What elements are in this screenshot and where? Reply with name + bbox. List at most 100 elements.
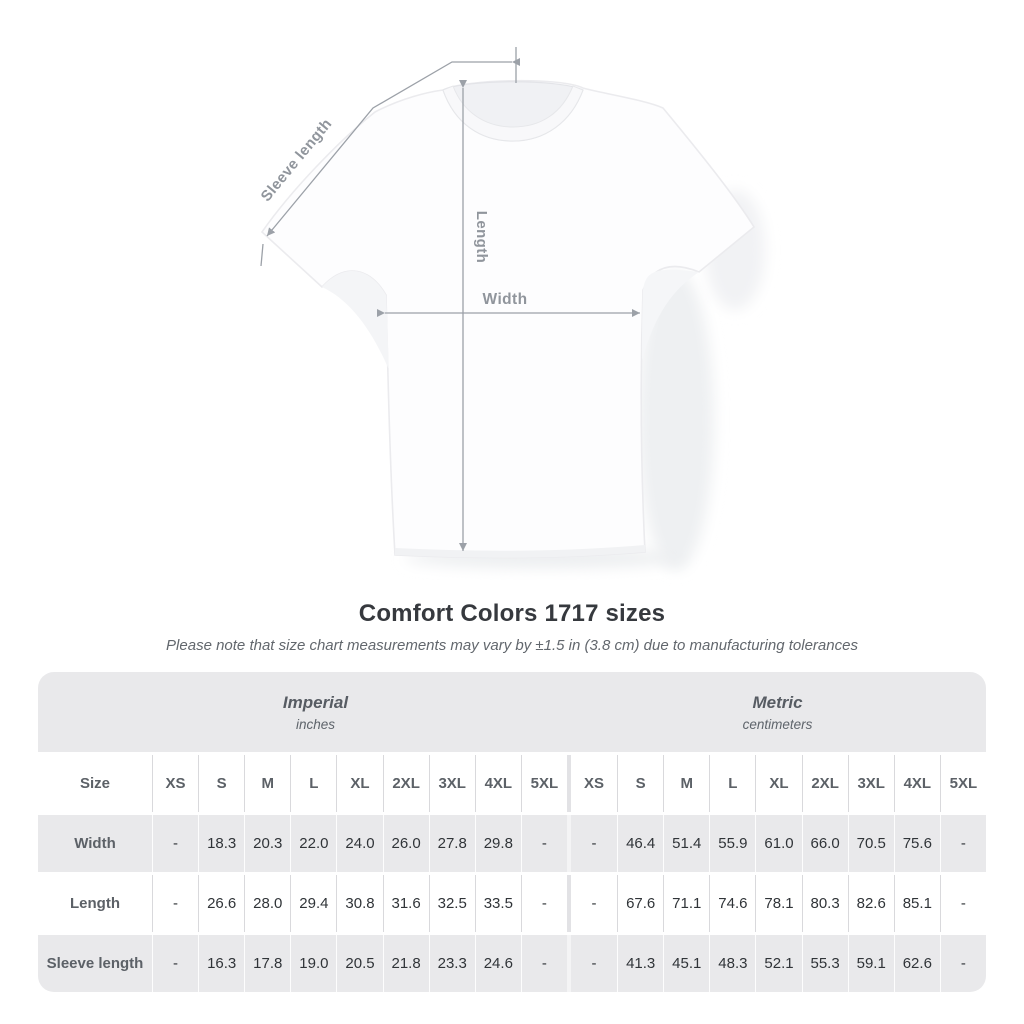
- measurement-cell: 55.3: [801, 935, 848, 992]
- imperial-unit-label: inches: [295, 716, 336, 732]
- measurement-cell: 17.8: [244, 935, 290, 992]
- table-header-row: Size XS S M L XL 2XL 3XL 4XL 5XL XS S M L XL 2XL 3XL 4XL 5…: [38, 755, 986, 812]
- measurement-cell: 29.8: [474, 815, 521, 872]
- measurement-cell: -: [939, 815, 986, 872]
- measurement-cell: 78.1: [755, 875, 801, 932]
- size-header-metric-3xl: 3XL: [847, 755, 894, 812]
- measurement-cell: 66.0: [801, 815, 848, 872]
- measurement-cell: 20.3: [244, 815, 290, 872]
- measurement-cell: 29.4: [290, 875, 336, 932]
- size-header-imperial-xs: XS: [152, 755, 198, 812]
- row-label: Width: [74, 835, 116, 852]
- measurement-cell: 48.3: [709, 935, 755, 992]
- measurement-cell: 24.6: [474, 935, 521, 992]
- size-header-imperial-5xl: 5XL: [520, 755, 567, 812]
- measurement-cell: -: [152, 935, 198, 992]
- measurement-cell: 80.3: [801, 875, 848, 932]
- width-label: Width: [483, 291, 528, 308]
- metric-group-header: Metric centimeters: [569, 672, 986, 752]
- measurement-cell: 61.0: [755, 815, 801, 872]
- measurement-cell: -: [939, 875, 986, 932]
- measurement-cell: -: [520, 875, 567, 932]
- measurement-cell: 59.1: [847, 935, 894, 992]
- group-divider: [566, 875, 571, 932]
- size-header-metric-m: M: [663, 755, 709, 812]
- measurement-cell: 62.6: [893, 935, 940, 992]
- measurement-cell: 27.8: [428, 815, 475, 872]
- tolerance-note: Please note that size chart measurements…: [166, 637, 858, 654]
- measurement-cell: 46.4: [617, 815, 663, 872]
- title-block: Comfort Colors 1717 sizes Please note th…: [0, 600, 1024, 654]
- measurement-cell: 85.1: [893, 875, 940, 932]
- size-header-imperial-3xl: 3XL: [428, 755, 475, 812]
- size-header-metric-l: L: [709, 755, 755, 812]
- measurement-cell: 41.3: [617, 935, 663, 992]
- measurement-cell: 55.9: [709, 815, 755, 872]
- measurement-cell: -: [591, 835, 597, 852]
- row-label: Sleeve length: [46, 955, 144, 972]
- metric-label: Metric: [752, 692, 803, 712]
- size-header-metric-2xl: 2XL: [801, 755, 848, 812]
- group-divider: [566, 815, 571, 872]
- measurement-cell: 26.6: [198, 875, 244, 932]
- measurement-cell: 20.5: [336, 935, 382, 992]
- sleeve-shading: [642, 269, 699, 360]
- measurement-cell: -: [520, 815, 567, 872]
- unit-group-band: Imperial inches Metric centimeters: [38, 672, 986, 752]
- measurement-cell: -: [591, 955, 597, 972]
- measurement-cell: -: [591, 895, 597, 912]
- size-header-imperial-s: S: [198, 755, 244, 812]
- shirt-shadow: [638, 270, 714, 570]
- imperial-label: Imperial: [282, 692, 349, 712]
- page-title: Comfort Colors 1717 sizes: [358, 600, 666, 627]
- measurement-cell: -: [520, 935, 567, 992]
- table-row: Sleeve length -16.3 17.8 19.0 20.5 21.8 23.3 24…: [38, 935, 986, 992]
- measurement-cell: 26.0: [382, 815, 429, 872]
- sleeve-shading: [322, 271, 389, 370]
- size-header-imperial-l: L: [290, 755, 336, 812]
- measurement-cell: 70.5: [847, 815, 894, 872]
- size-header-metric-s: S: [617, 755, 663, 812]
- measurement-cell: -: [152, 815, 198, 872]
- size-header-metric-xs: XS: [584, 775, 605, 792]
- measurement-cell: 21.8: [382, 935, 429, 992]
- measurement-cell: -: [939, 935, 986, 992]
- size-header-imperial-2xl: 2XL: [382, 755, 429, 812]
- measurement-cell: 18.3: [198, 815, 244, 872]
- sleeve-length-annotation: [260, 47, 520, 267]
- size-chart-table: Imperial inches Metric centimeters Size X…: [38, 672, 986, 992]
- measurement-cell: 74.6: [709, 875, 755, 932]
- size-header-imperial-xl: XL: [336, 755, 382, 812]
- measurement-cell: 22.0: [290, 815, 336, 872]
- measurement-cell: 24.0: [336, 815, 382, 872]
- measurement-cell: 31.6: [382, 875, 429, 932]
- measurement-cell: -: [152, 875, 198, 932]
- measurement-cell: 28.0: [244, 875, 290, 932]
- length-label: Length: [473, 211, 490, 263]
- size-header-metric-xl: XL: [755, 755, 801, 812]
- measurement-cell: 75.6: [893, 815, 940, 872]
- measurement-cell: 19.0: [290, 935, 336, 992]
- measurement-cell: 33.5: [474, 875, 521, 932]
- size-header-metric-5xl: 5XL: [939, 755, 986, 812]
- measurement-cell: 30.8: [336, 875, 382, 932]
- tshirt-measurement-diagram: Sleeve length Length Width: [258, 47, 765, 570]
- measurement-cell: 71.1: [663, 875, 709, 932]
- table-row: Width -18.3 20.3 22.0 24.0 26.0 27.8 29.8- -46.4…: [38, 815, 986, 872]
- imperial-group-header: Imperial inches: [38, 672, 569, 752]
- measurement-cell: 67.6: [617, 875, 663, 932]
- metric-unit-label: centimeters: [742, 716, 813, 732]
- measurement-cell: 51.4: [663, 815, 709, 872]
- row-label: Length: [70, 895, 120, 912]
- size-column-header: Size: [79, 775, 110, 792]
- measurement-cell: 82.6: [847, 875, 894, 932]
- measurement-cell: 23.3: [428, 935, 475, 992]
- size-header-imperial-m: M: [244, 755, 290, 812]
- table-row: Length -26.6 28.0 29.4 30.8 31.6 32.5 33.5- -67.…: [38, 875, 986, 932]
- size-header-metric-4xl: 4XL: [893, 755, 940, 812]
- measurement-cell: 45.1: [663, 935, 709, 992]
- group-divider: [566, 755, 571, 812]
- measurement-cell: 52.1: [755, 935, 801, 992]
- measurement-cell: 16.3: [198, 935, 244, 992]
